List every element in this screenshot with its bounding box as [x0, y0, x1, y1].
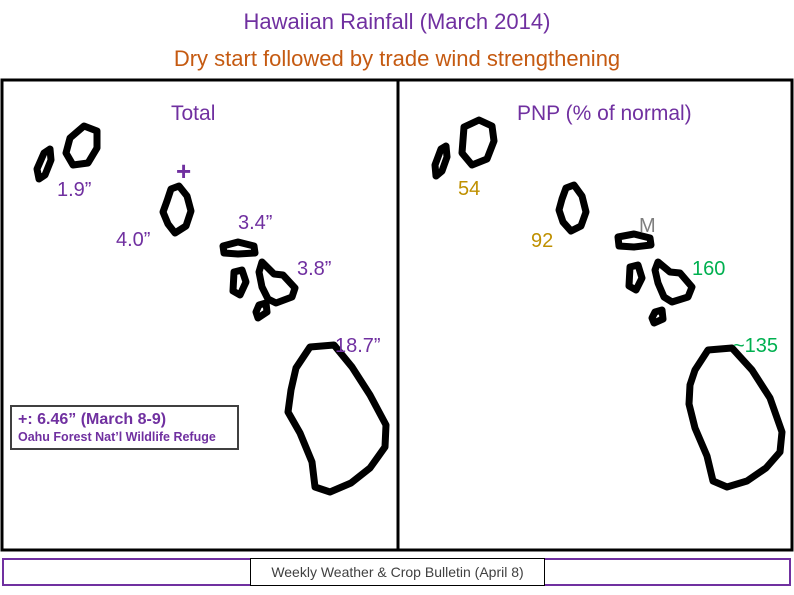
lanai-island-right [625, 261, 646, 294]
map-title: Hawaiian Rainfall (March 2014) [243, 9, 551, 34]
oahu-pnp-label: 92 [531, 230, 554, 252]
map-subtitle: Dry start followed by trade wind strengt… [173, 46, 621, 71]
oahu-total-label: 4.0” [116, 229, 151, 251]
big-island-pnp-label: ~135 [733, 335, 779, 357]
kahoolawe-island-left [252, 299, 271, 322]
kauai-total-label: 1.9” [57, 179, 92, 201]
big-island-left [284, 341, 390, 496]
kauai-pnp-label: 54 [458, 178, 481, 200]
footer-source: Weekly Weather & Crop Bulletin (April 8) [250, 558, 545, 586]
kauai-island-left [62, 122, 101, 169]
right-map-frame [396, 78, 794, 552]
kauai-island-right [458, 116, 498, 169]
maui-island-right [651, 258, 696, 306]
molokai-total-label: 3.4” [238, 212, 273, 234]
molokai-pnp-label: M [639, 215, 656, 237]
record-note-location: Oahu Forest Nat’l Wildlife Refuge [18, 430, 216, 444]
pnp-panel-title: PNP (% of normal) [517, 102, 692, 125]
record-note-box: +: 6.46” (March 8-9) Oahu Forest Nat’l W… [10, 405, 239, 450]
kahoolawe-island-right [648, 306, 667, 327]
molokai-island-right [614, 230, 655, 251]
oahu-island-left [159, 182, 195, 237]
total-panel-title: Total [171, 102, 216, 125]
big-island-right [685, 344, 786, 491]
niihau-island-right [431, 142, 451, 180]
maui-pnp-label: 160 [692, 258, 726, 280]
record-site-marker: + [176, 156, 192, 186]
molokai-island-left [219, 238, 259, 258]
oahu-island-right [555, 181, 590, 235]
lanai-island-left [229, 266, 250, 299]
maui-total-label: 3.8” [297, 258, 332, 280]
record-note-value: +: 6.46” (March 8-9) [18, 411, 167, 428]
niihau-island-left [33, 145, 55, 183]
big-island-total-label: 18.7” [335, 335, 381, 357]
left-map-frame [0, 78, 400, 552]
maui-island-left [255, 258, 299, 307]
